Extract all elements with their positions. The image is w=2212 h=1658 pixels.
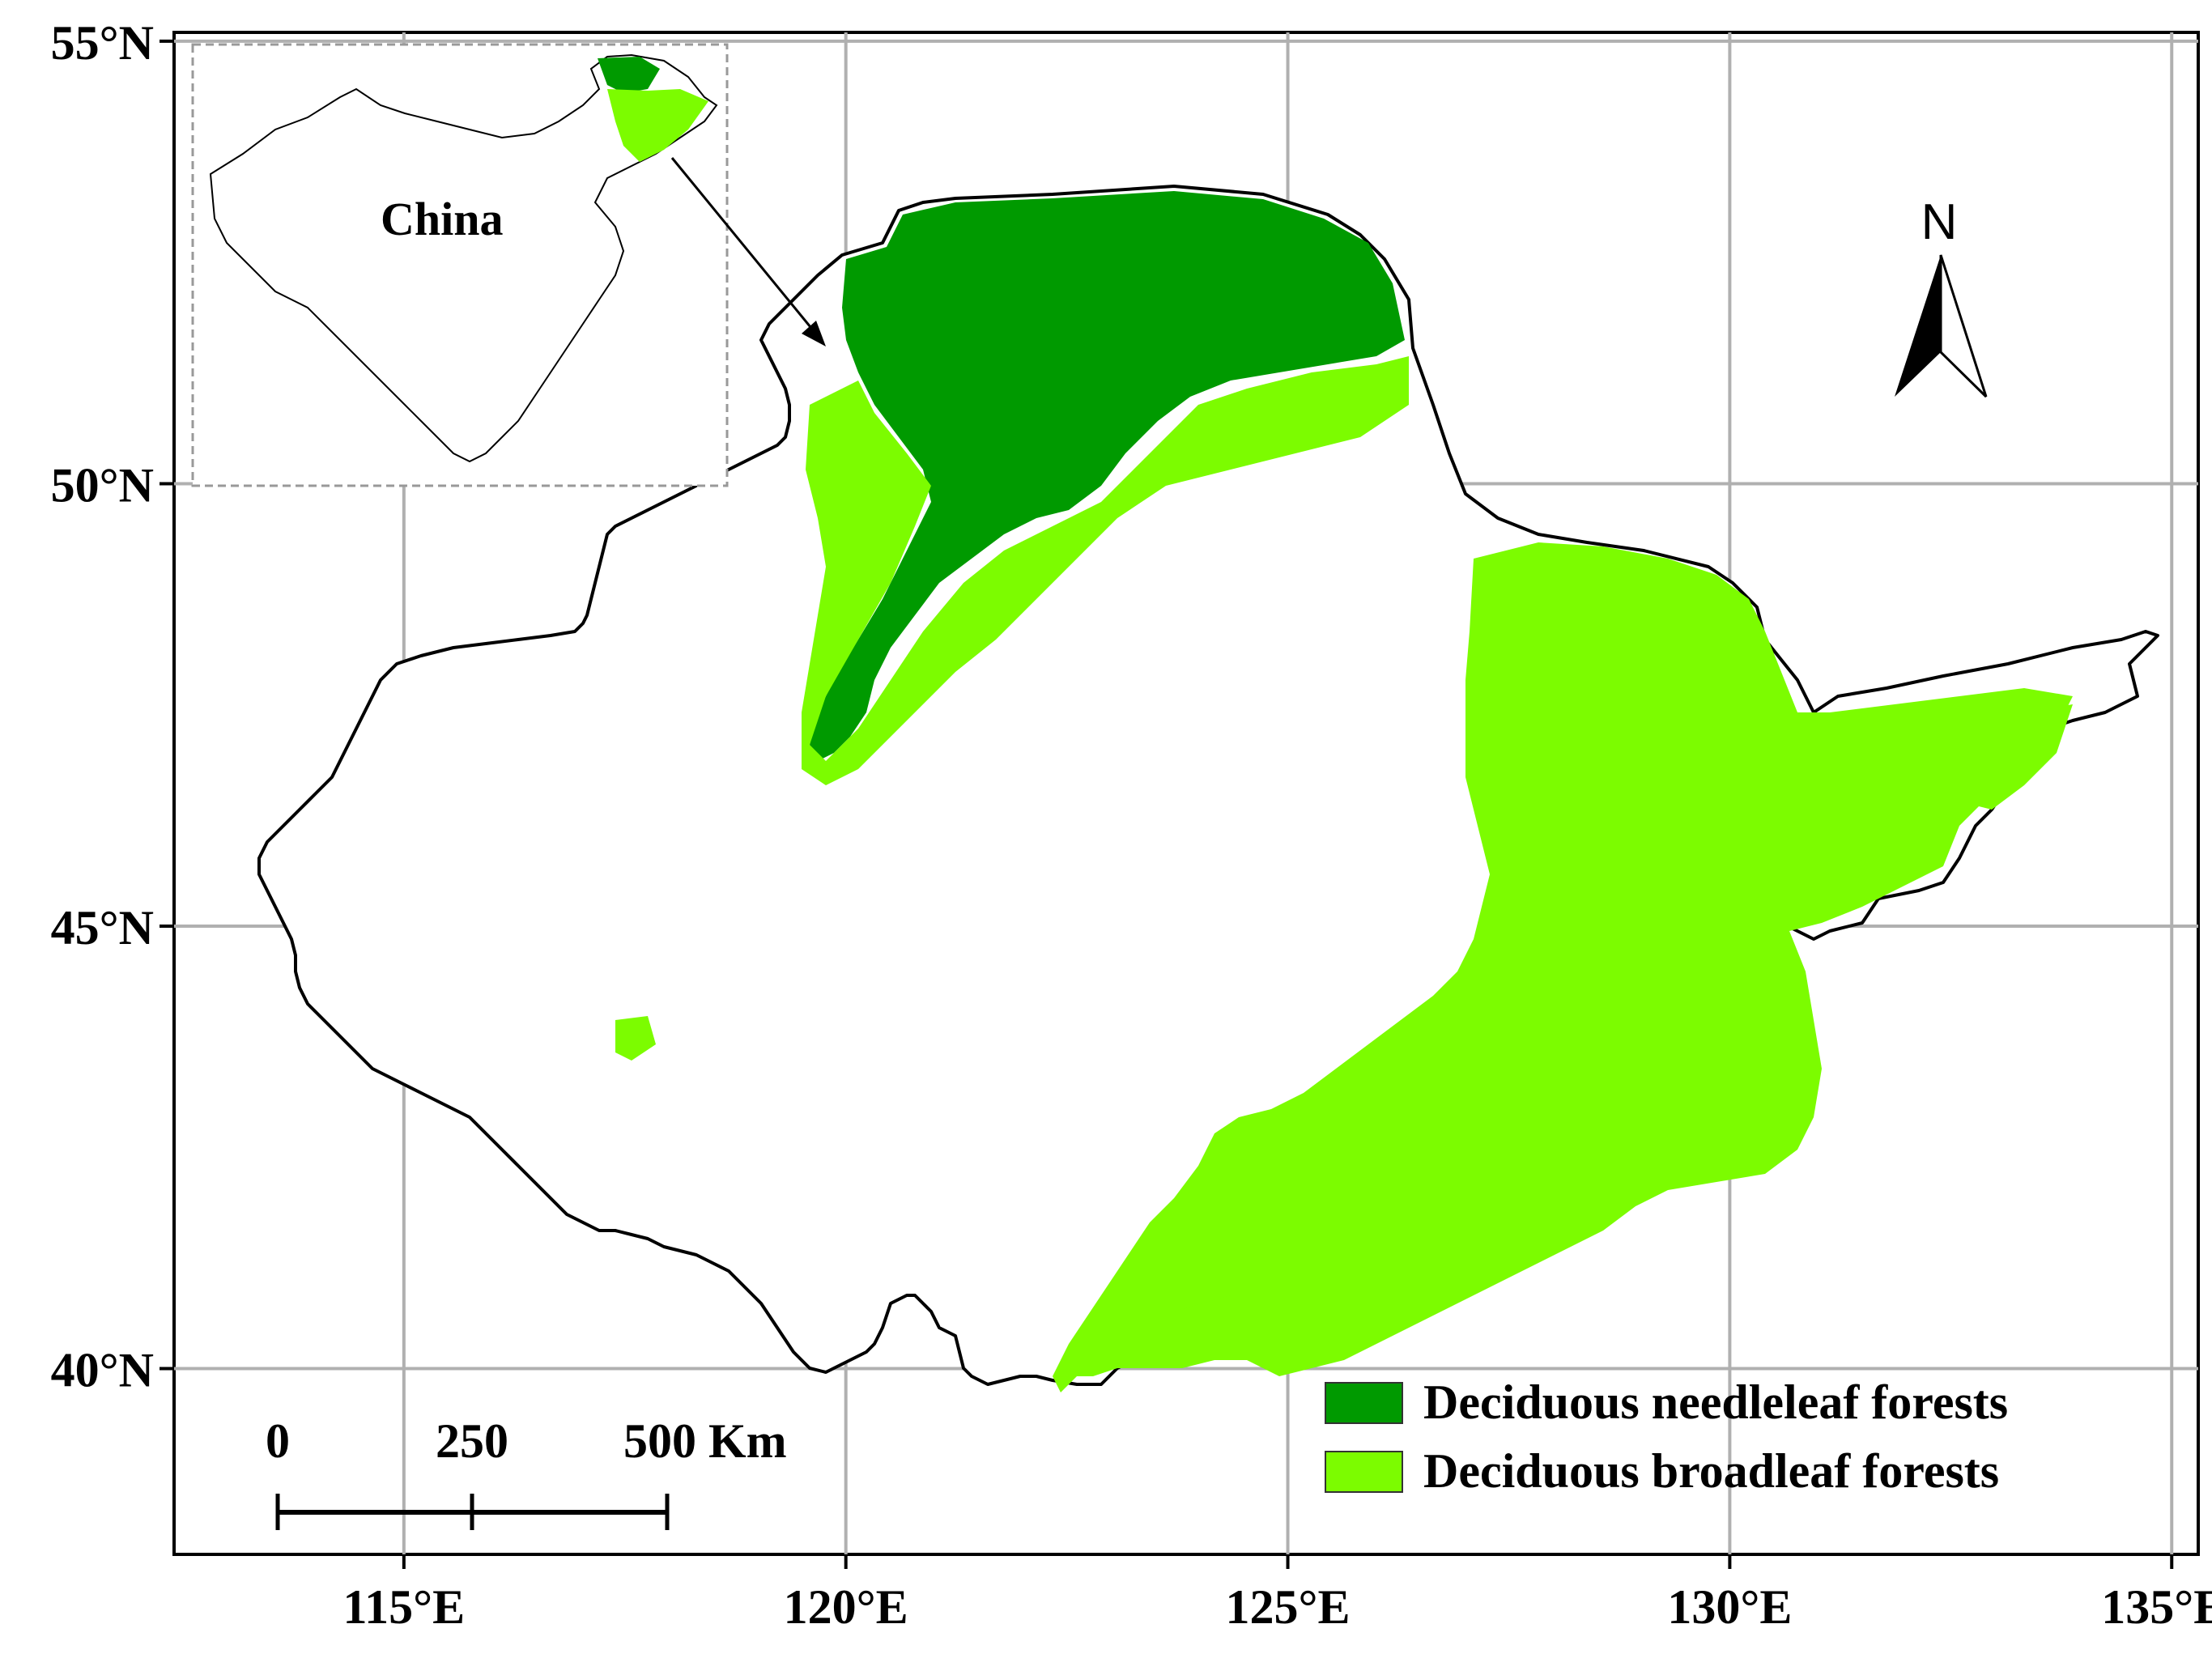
legend: Deciduous needleleaf forests Deciduous b… [1325, 1375, 2008, 1498]
inset-china-outline [209, 53, 718, 463]
needleleaf-forest-area [810, 191, 1405, 761]
scale-label-250: 250 [436, 1414, 508, 1468]
longitude-tick-label: 120°E [784, 1580, 908, 1634]
inset-arrow-line [670, 157, 819, 337]
region-boundary [257, 185, 2159, 1386]
longitude-tick-labels: 115°E 120°E 125°E 130°E 135°E [342, 1554, 2212, 1634]
north-arrow: N [1895, 194, 1988, 398]
legend-label-needleleaf: Deciduous needleleaf forests [1423, 1375, 2008, 1429]
legend-swatch-needleleaf [1325, 1382, 1403, 1424]
legend-label-broadleaf: Deciduous broadleaf forests [1423, 1444, 1999, 1498]
longitude-tick-label: 130°E [1667, 1580, 1792, 1634]
scale-label-0: 0 [266, 1414, 290, 1468]
broadleaf-forest-area [615, 356, 2073, 1392]
latitude-tick-label: 45°N [51, 901, 154, 954]
scale-label-500: 500 Km [623, 1414, 787, 1468]
latitude-tick-label: 55°N [51, 16, 154, 70]
legend-swatch-broadleaf [1325, 1451, 1403, 1493]
north-arrow-left-half [1895, 255, 1941, 397]
inset-northeast-broadleaf [607, 89, 708, 162]
north-arrow-right-half [1939, 254, 1988, 398]
longitude-tick-label: 115°E [342, 1580, 465, 1634]
north-arrow-label: N [1921, 194, 1958, 250]
inset-arrow-head [802, 321, 826, 346]
scale-bar: 0 250 500 Km [266, 1414, 787, 1530]
longitude-tick-label: 125°E [1226, 1580, 1351, 1634]
longitude-tick-label: 135°E [2101, 1580, 2212, 1634]
inset-northeast-needleleaf [598, 57, 660, 93]
latitude-tick-label: 40°N [51, 1343, 154, 1397]
inset-label: China [381, 193, 504, 245]
latitude-tick-label: 50°N [51, 458, 154, 512]
latitude-tick-labels: 40°N 45°N 50°N 55°N [51, 16, 174, 1397]
inset-map: China [191, 43, 826, 487]
